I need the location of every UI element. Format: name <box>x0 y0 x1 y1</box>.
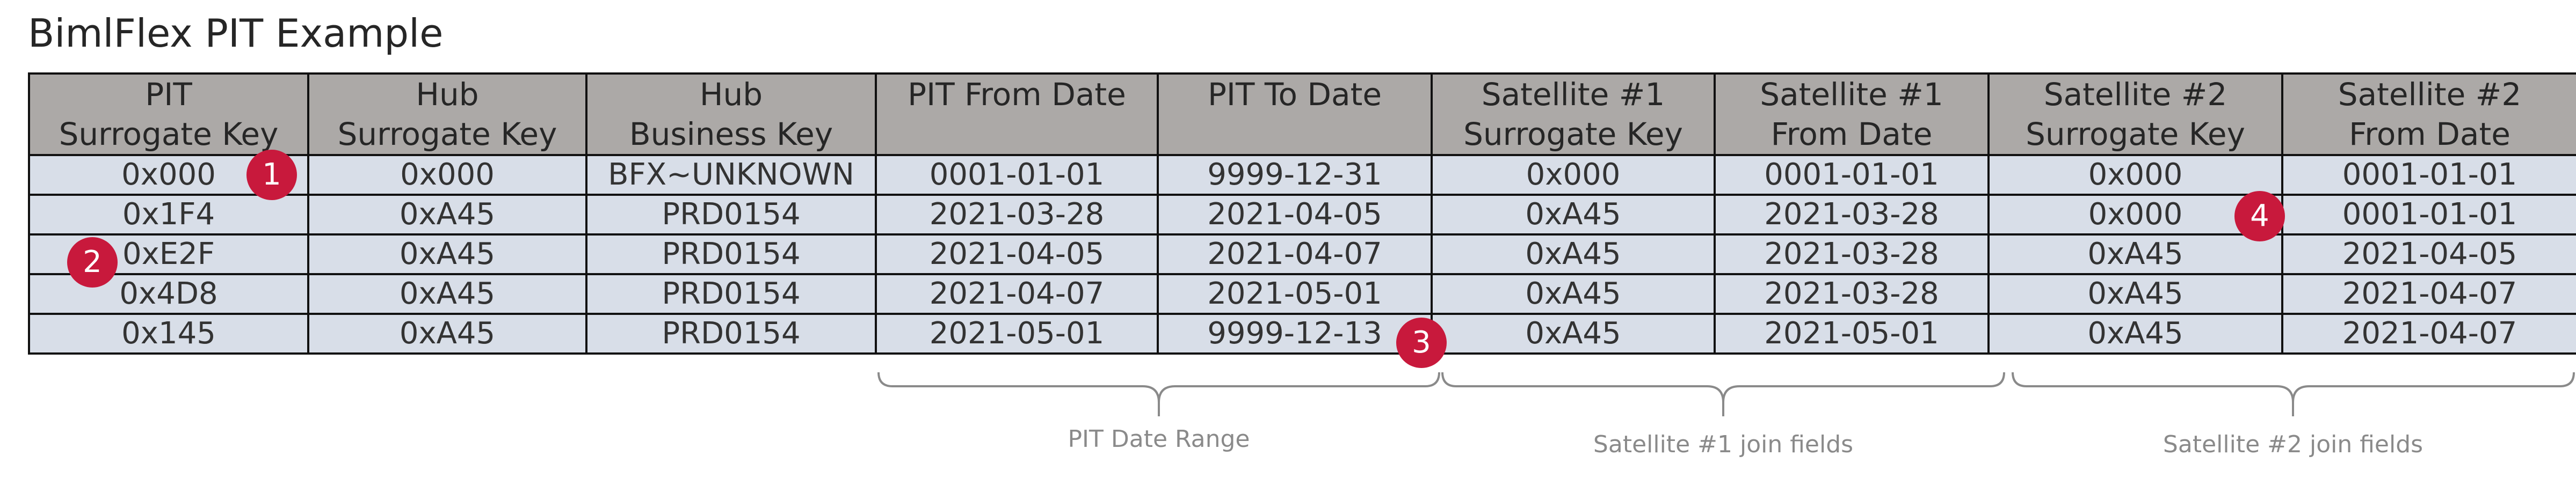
header-pit-from-date: PIT From Date <box>875 72 1159 156</box>
table-cell: 0x000 <box>307 154 587 196</box>
table-cell: 2021-05-01 <box>1714 313 1990 355</box>
table-cell: 0xA45 <box>1431 313 1716 355</box>
table-row: 0x145 0xA45 PRD0154 2021-05-01 9999-12-1… <box>28 313 2576 355</box>
header-satellite2-surrogate-key: Satellite #2 Surrogate Key <box>1987 72 2283 156</box>
table-cell: 0xA45 <box>1431 273 1716 315</box>
header-hub-business-key: Hub Business Key <box>585 72 877 156</box>
header-row: PIT Surrogate Key Hub Surrogate Key Hub Bus… <box>28 72 2576 156</box>
bracket-pit-date-range <box>877 372 1440 416</box>
table-cell: PRD0154 <box>585 273 877 315</box>
table-cell: 9999-12-31 <box>1157 154 1433 196</box>
header-satellite1-from-date: Satellite #1 From Date <box>1714 72 1990 156</box>
table-cell: 0x145 <box>28 313 309 355</box>
label-satellite2-join-fields: Satellite #2 join fields <box>2163 431 2423 458</box>
table-cell: 9999-12-13 <box>1157 313 1433 355</box>
callout-marker-4: 4 <box>2234 191 2285 241</box>
bracket-satellite2-join-fields <box>2012 372 2575 416</box>
diagram-title: BimlFlex PIT Example <box>28 11 444 56</box>
header-satellite1-surrogate-key: Satellite #1 Surrogate Key <box>1431 72 1716 156</box>
table-cell: PRD0154 <box>585 194 877 236</box>
table-cell: 0xA45 <box>307 233 587 275</box>
header-satellite2-from-date: Satellite #2 From Date <box>2281 72 2576 156</box>
table-cell: 0xA45 <box>307 273 587 315</box>
header-hub-surrogate-key: Hub Surrogate Key <box>307 72 587 156</box>
callout-marker-3: 3 <box>1396 318 1447 368</box>
table-cell: 0001-01-01 <box>875 154 1159 196</box>
bracket-satellite1-join-fields <box>1441 372 2005 416</box>
table-cell: 2021-04-07 <box>1157 233 1433 275</box>
table-cell: 0001-01-01 <box>1714 154 1990 196</box>
table-cell: 0x000 <box>1431 154 1716 196</box>
table-row: 0x1F4 0xA45 PRD0154 2021-03-28 2021-04-0… <box>28 194 2576 236</box>
table-cell: 2021-04-07 <box>875 273 1159 315</box>
table-cell: 2021-04-05 <box>875 233 1159 275</box>
table-cell: 2021-04-07 <box>2281 273 2576 315</box>
table-cell: 0xA45 <box>307 313 587 355</box>
table-cell: 0xA45 <box>1987 233 2283 275</box>
table-row: 0xE2F 0xA45 PRD0154 2021-04-05 2021-04-0… <box>28 233 2576 275</box>
table-cell: 2021-03-28 <box>875 194 1159 236</box>
table-cell: 2021-05-01 <box>1157 273 1433 315</box>
table-cell: 0xA45 <box>1987 313 2283 355</box>
table-cell: 0xA45 <box>1431 233 1716 275</box>
table-row: 0x4D8 0xA45 PRD0154 2021-04-07 2021-05-0… <box>28 273 2576 315</box>
table-cell: PRD0154 <box>585 313 877 355</box>
header-pit-surrogate-key: PIT Surrogate Key <box>28 72 309 156</box>
table-cell: 2021-04-05 <box>2281 233 2576 275</box>
callout-marker-1: 1 <box>246 150 297 200</box>
table-cell: 0x4D8 <box>28 273 309 315</box>
table-cell: 0001-01-01 <box>2281 194 2576 236</box>
label-pit-date-range: PIT Date Range <box>1068 425 1250 453</box>
table-cell: 2021-03-28 <box>1714 233 1990 275</box>
table-cell: 0xA45 <box>1431 194 1716 236</box>
table-cell: 2021-04-07 <box>2281 313 2576 355</box>
table-cell: 2021-03-28 <box>1714 273 1990 315</box>
table-cell: 0xA45 <box>1987 273 2283 315</box>
table-cell: 2021-05-01 <box>875 313 1159 355</box>
table-row: 0x000 0x000 BFX~UNKNOWN 0001-01-01 9999-… <box>28 154 2576 196</box>
table-cell: 0xA45 <box>307 194 587 236</box>
callout-marker-2: 2 <box>67 237 118 288</box>
table-cell: PRD0154 <box>585 233 877 275</box>
table-cell: 2021-04-05 <box>1157 194 1433 236</box>
header-pit-to-date: PIT To Date <box>1157 72 1433 156</box>
table-cell: BFX~UNKNOWN <box>585 154 877 196</box>
table-cell: 0x1F4 <box>28 194 309 236</box>
table-cell: 0001-01-01 <box>2281 154 2576 196</box>
table-cell: 2021-03-28 <box>1714 194 1990 236</box>
pit-table: PIT Surrogate Key Hub Surrogate Key Hub Bus… <box>28 72 2576 355</box>
label-satellite1-join-fields: Satellite #1 join fields <box>1593 431 1854 458</box>
table-cell: 0x000 <box>1987 154 2283 196</box>
